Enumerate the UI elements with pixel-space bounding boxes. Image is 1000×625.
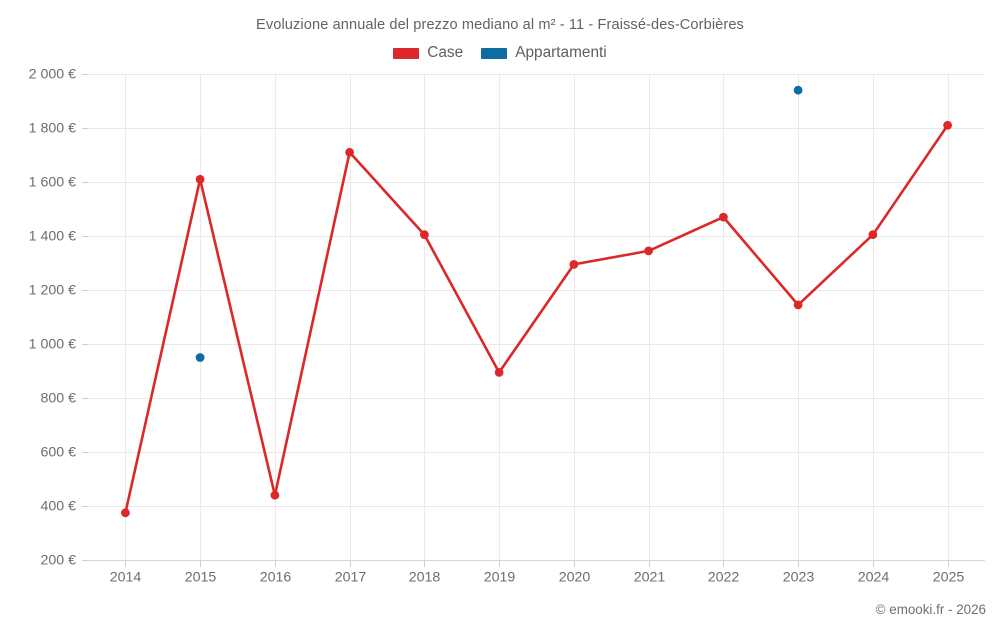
data-point-case-2017[interactable] [345,147,354,157]
data-point-case-2024[interactable] [868,230,878,240]
x-axis-tick-label: 2023 [783,570,815,586]
x-axis-tick-label: 2017 [335,570,367,586]
y-axis-tick-label: 800 € [40,390,76,406]
data-point-case-2021[interactable] [644,246,653,256]
data-point-appartamenti-2015[interactable] [195,353,205,362]
legend-label-appartamenti: Appartamenti [515,44,607,61]
y-axis-tick-label: 1 600 € [29,174,76,190]
series-line-case [124,124,949,515]
legend-label-case: Case [427,44,464,61]
x-axis-tick-label: 2022 [708,570,740,586]
x-axis-tick-label: 2014 [110,570,142,586]
x-axis-tick-label: 2020 [559,570,591,586]
legend-swatch-appartamenti [481,47,508,59]
data-point-case-2018[interactable] [420,230,429,240]
x-axis-tick-label: 2025 [933,570,965,586]
legend-item-case[interactable]: Case [393,44,463,62]
data-point-case-2015[interactable] [195,174,205,184]
x-axis-tick-label: 2015 [185,570,217,586]
y-axis-tick-label: 1 200 € [29,282,76,298]
y-axis-tick-label: 400 € [40,498,76,514]
credit-text: © emooki.fr - 2026 [875,602,986,617]
data-point-case-2023[interactable] [793,300,803,310]
chart-legend: Case Appartamenti [0,44,1000,62]
legend-swatch-case [393,47,420,59]
data-point-case-2022[interactable] [719,212,728,222]
data-point-appartamenti-2023[interactable] [793,85,803,95]
chart-title: Evoluzione annuale del prezzo mediano al… [256,17,744,33]
data-point-case-2020[interactable] [569,260,579,269]
y-axis-tick-label: 1 400 € [29,228,76,244]
x-axis-tick-label: 2018 [409,570,441,586]
x-axis-tick-label: 2024 [858,570,890,586]
data-point-case-2025[interactable] [943,120,952,130]
y-axis-tick-label: 2 000 € [29,66,76,82]
data-point-case-2016[interactable] [270,490,280,500]
y-axis-tick-label: 200 € [40,552,76,568]
x-axis-tick-label: 2019 [484,570,516,586]
x-axis-tick-label: 2021 [634,570,666,586]
x-axis-tick-label: 2016 [260,570,292,586]
y-axis-tick-label: 1 800 € [29,120,76,136]
legend-item-appartamenti[interactable]: Appartamenti [481,44,607,62]
data-point-case-2019[interactable] [494,368,504,377]
y-axis-tick-label: 600 € [40,444,76,460]
y-axis-tick-label: 1 000 € [29,336,76,352]
data-point-case-2014[interactable] [121,508,130,518]
